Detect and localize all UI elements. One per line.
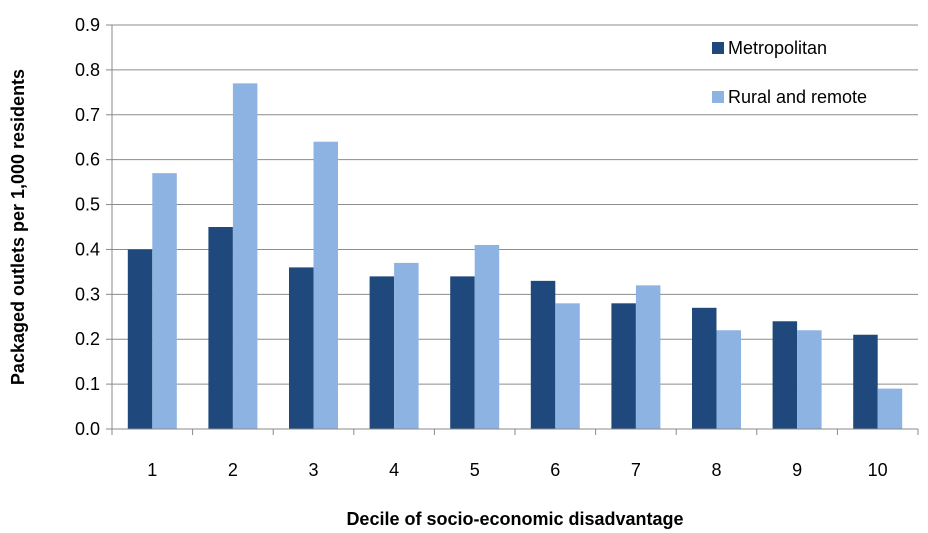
- bar-rural-and-remote-2: [232, 83, 258, 429]
- x-tick-label: 2: [228, 460, 238, 480]
- x-tick-label: 1: [147, 460, 157, 480]
- y-tick-label: 0.7: [75, 105, 100, 125]
- y-tick-label: 0.4: [75, 239, 100, 259]
- bar-metropolitan-2: [208, 227, 233, 429]
- x-tick-label: 4: [389, 460, 399, 480]
- x-tick-label: 5: [470, 460, 480, 480]
- y-tick-label: 0.2: [75, 329, 100, 349]
- bar-metropolitan-1: [127, 249, 153, 429]
- y-tick-label: 0.9: [75, 15, 100, 35]
- x-tick-label: 9: [792, 460, 802, 480]
- legend-swatch-metropolitan: [712, 42, 724, 54]
- bar-metropolitan-10: [853, 334, 878, 429]
- legend: Metropolitan Rural and remote: [712, 38, 867, 107]
- bar-rural-and-remote-8: [716, 330, 741, 429]
- x-tick-label: 6: [550, 460, 560, 480]
- legend-swatch-rural-and-remote: [712, 91, 724, 103]
- x-tick-labels: 1 2 3 4 5 6 7 8 9 10: [147, 460, 887, 480]
- bar-rural-and-remote-1: [152, 173, 177, 429]
- bar-metropolitan-3: [289, 267, 314, 429]
- bar-rural-and-remote-7: [635, 285, 661, 429]
- legend-label-rural-and-remote: Rural and remote: [728, 87, 867, 107]
- bar-rural-and-remote-5: [474, 244, 500, 429]
- bar-metropolitan-5: [450, 276, 475, 429]
- bars: [127, 83, 903, 429]
- y-tick-labels: 0.0 0.1 0.2 0.3 0.4 0.5 0.6 0.7 0.8 0.9: [75, 15, 100, 439]
- bar-metropolitan-6: [530, 280, 556, 429]
- bar-rural-and-remote-4: [394, 262, 419, 429]
- bar-rural-and-remote-10: [877, 388, 903, 429]
- y-tick-label: 0.0: [75, 419, 100, 439]
- y-tick-label: 0.5: [75, 195, 100, 215]
- axes: [111, 25, 918, 430]
- bar-rural-and-remote-9: [797, 330, 822, 429]
- x-tick-label: 3: [308, 460, 318, 480]
- y-axis-title: Packaged outlets per 1,000 residents: [8, 69, 28, 385]
- bar-metropolitan-4: [369, 276, 395, 429]
- bar-metropolitan-7: [611, 303, 636, 429]
- x-axis-title: Decile of socio-economic disadvantage: [346, 509, 683, 529]
- x-tick-label: 7: [631, 460, 641, 480]
- legend-label-metropolitan: Metropolitan: [728, 38, 827, 58]
- y-tick-label: 0.8: [75, 60, 100, 80]
- bar-rural-and-remote-6: [555, 303, 580, 429]
- x-tick-label: 10: [868, 460, 888, 480]
- y-tick-label: 0.1: [75, 374, 100, 394]
- bar-metropolitan-9: [772, 321, 798, 429]
- y-tick-label: 0.6: [75, 150, 100, 170]
- x-tick-label: 8: [711, 460, 721, 480]
- bar-rural-and-remote-3: [313, 141, 338, 429]
- y-tick-label: 0.3: [75, 284, 100, 304]
- bar-metropolitan-8: [692, 307, 717, 429]
